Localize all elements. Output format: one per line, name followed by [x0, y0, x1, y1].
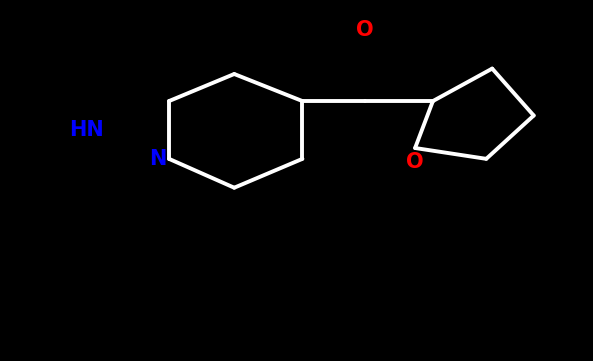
Text: N: N [149, 149, 166, 169]
Text: HN: HN [69, 120, 104, 140]
Text: O: O [356, 20, 374, 40]
Text: O: O [406, 152, 424, 171]
